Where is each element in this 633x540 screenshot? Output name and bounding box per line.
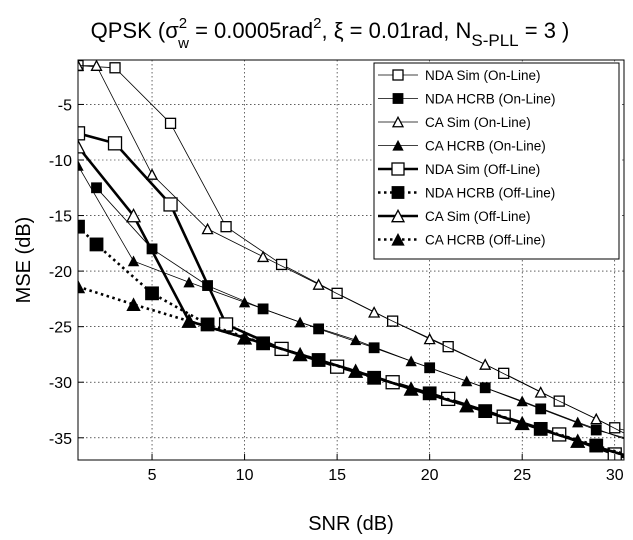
y-tick-label: -25 — [49, 320, 72, 337]
y-tick-label: -15 — [49, 209, 72, 226]
x-tick-label: 15 — [328, 467, 346, 484]
y-tick-label: -20 — [49, 264, 72, 281]
legend-label: CA HCRB (On-Line) — [425, 139, 546, 154]
data-point — [110, 63, 120, 73]
data-point — [109, 137, 122, 150]
y-tick-label: -5 — [58, 97, 72, 114]
data-point — [164, 198, 177, 211]
legend-label: NDA HCRB (Off-Line) — [425, 186, 555, 201]
legend: NDA Sim (On-Line) NDA HCRB (On-Line) CA Si… — [374, 63, 619, 259]
legend-label: NDA Sim (Off-Line) — [425, 162, 540, 177]
legend-label: NDA HCRB (On-Line) — [425, 92, 556, 107]
legend-label: NDA Sim (On-Line) — [425, 68, 541, 83]
data-point — [221, 222, 231, 232]
data-point — [536, 404, 546, 414]
x-tick-label: 5 — [148, 467, 157, 484]
data-point — [610, 423, 620, 433]
legend-label: CA Sim (Off-Line) — [425, 209, 531, 224]
legend-marker — [392, 163, 404, 175]
y-tick-label: -10 — [49, 153, 72, 170]
y-tick-label: -30 — [49, 375, 72, 392]
x-tick-label: 10 — [236, 467, 254, 484]
data-point — [220, 318, 233, 331]
y-tick-label: -35 — [49, 431, 72, 448]
x-tick-label: 25 — [513, 467, 531, 484]
data-point — [443, 342, 453, 352]
legend-marker — [393, 70, 403, 80]
data-point — [146, 287, 159, 300]
chart-title: QPSK (σ2 w = 0.0005rad2, ξ = 0.01rad, NS-… — [91, 15, 570, 52]
data-point — [369, 343, 379, 353]
x-axis-label: SNR (dB) — [308, 513, 394, 535]
data-point — [166, 118, 176, 128]
data-point — [90, 238, 103, 251]
legend-label: CA HCRB (Off-Line) — [425, 233, 546, 248]
legend-label: CA Sim (On-Line) — [425, 115, 531, 130]
x-tick-label: 20 — [421, 467, 439, 484]
legend-marker — [393, 94, 403, 104]
legend-marker — [392, 187, 404, 199]
x-tick-label: 30 — [606, 467, 624, 484]
y-axis-label: MSE (dB) — [13, 217, 35, 304]
